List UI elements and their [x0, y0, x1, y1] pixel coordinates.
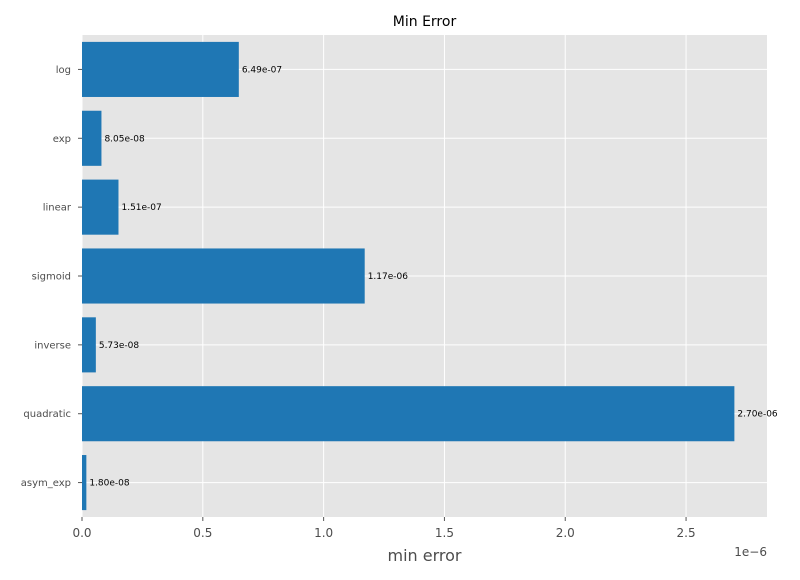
- x-tick-label: 2.5: [677, 526, 696, 540]
- bar-exp: [82, 110, 102, 166]
- x-tick-label: 2.0: [556, 526, 575, 540]
- category-label-linear: linear: [43, 203, 72, 214]
- x-axis-title: min error: [388, 546, 462, 565]
- bar-asym_exp: [82, 455, 87, 511]
- x-axis-offset-label: 1e−6: [734, 545, 767, 559]
- x-tick-labels: 0.0 0.5 1.0 1.5 2.0 2.5: [72, 526, 695, 540]
- value-label-linear: 1.51e-07: [121, 203, 161, 213]
- category-label-asym_exp: asym_exp: [21, 478, 71, 489]
- x-tick-label: 0.0: [72, 526, 91, 540]
- value-labels: 6.49e-07 8.05e-08 1.51e-07 1.17e-06 5.73e-08…: [89, 65, 778, 488]
- category-labels: log exp linear sigmoid inverse quadratic asym_…: [21, 65, 72, 489]
- category-label-log: log: [56, 65, 71, 76]
- bars: [82, 41, 735, 511]
- bar-linear: [82, 179, 119, 235]
- x-tick-label: 1.5: [435, 526, 454, 540]
- chart-title: Min Error: [393, 14, 457, 30]
- value-label-quadratic: 2.70e-06: [737, 410, 778, 420]
- category-label-inverse: inverse: [34, 340, 71, 351]
- value-label-log: 6.49e-07: [242, 65, 282, 75]
- category-label-exp: exp: [53, 134, 71, 145]
- value-label-inverse: 5.73e-08: [99, 341, 140, 351]
- bar-inverse: [82, 317, 96, 373]
- bar-log: [82, 41, 239, 97]
- category-label-quadratic: quadratic: [23, 409, 71, 420]
- x-tick-label: 0.5: [193, 526, 212, 540]
- bar-sigmoid: [82, 248, 365, 304]
- category-label-sigmoid: sigmoid: [32, 272, 71, 283]
- value-label-exp: 8.05e-08: [104, 134, 145, 144]
- x-tick-label: 1.0: [314, 526, 333, 540]
- value-label-sigmoid: 1.17e-06: [368, 272, 409, 282]
- value-label-asym_exp: 1.80e-08: [89, 479, 130, 489]
- bar-quadratic: [82, 386, 735, 442]
